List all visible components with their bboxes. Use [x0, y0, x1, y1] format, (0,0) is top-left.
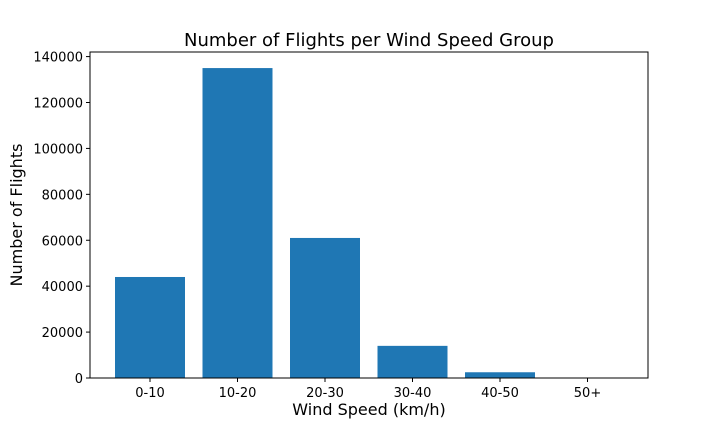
x-tick-label-30-40: 30-40	[394, 386, 432, 401]
x-tick-label-40-50: 40-50	[481, 386, 519, 401]
bar-30-40	[377, 345, 448, 378]
x-tick-label-10-20: 10-20	[219, 386, 257, 401]
x-axis-label: Wind Speed (km/h)	[292, 400, 445, 419]
y-axis: 0 20000 40000 60000 80000 100000 120000 140000	[33, 51, 90, 387]
bar-0-10	[115, 276, 185, 378]
y-tick-label-100000: 100000	[33, 142, 83, 157]
chart-title: Number of Flights per Wind Speed Group	[184, 30, 554, 51]
x-tick-label-20-30: 20-30	[306, 386, 344, 401]
y-tick-label-80000: 80000	[42, 188, 83, 203]
x-axis: 0-10 10-20 20-30 30-40 40-50 50+	[135, 378, 601, 401]
plot-frame	[89, 51, 649, 379]
bar-10-20	[202, 68, 273, 378]
y-tick-label-20000: 20000	[42, 326, 83, 341]
x-tick-label-0-10: 0-10	[135, 386, 165, 401]
bars-group	[115, 68, 623, 378]
bar-20-30	[290, 237, 360, 378]
y-tick-label-0: 0	[75, 372, 83, 387]
x-tick-label-50+: 50+	[574, 386, 601, 401]
y-axis-label: Number of Flights	[7, 144, 26, 287]
y-tick-label-120000: 120000	[33, 97, 83, 112]
y-tick-label-140000: 140000	[33, 51, 83, 66]
y-tick-label-60000: 60000	[42, 234, 83, 249]
y-tick-label-40000: 40000	[42, 280, 83, 295]
bar-40-50	[465, 372, 535, 378]
